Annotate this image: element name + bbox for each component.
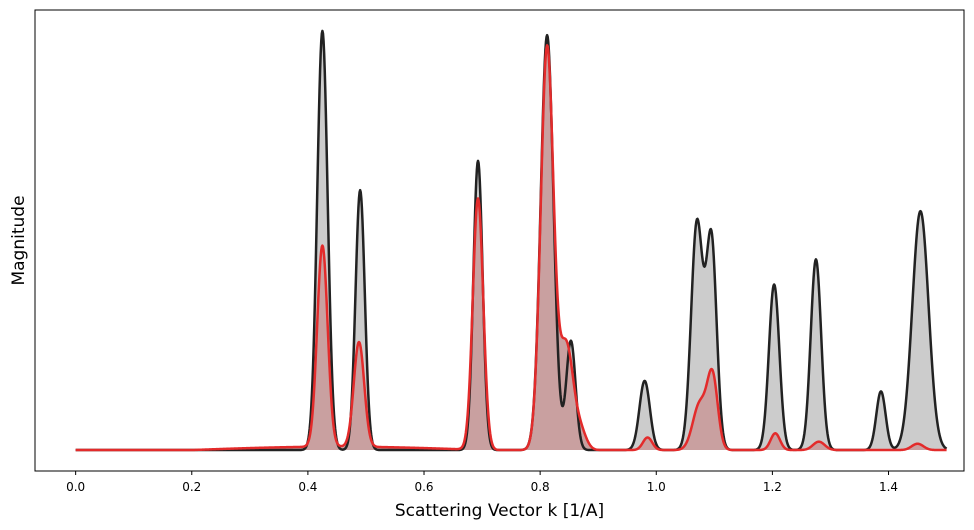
x-tick-label: 0.4 <box>298 480 317 494</box>
x-tick-label: 0.0 <box>66 480 85 494</box>
x-tick-label: 0.8 <box>531 480 550 494</box>
x-tick-label: 1.2 <box>763 480 782 494</box>
plot-frame <box>34 9 965 472</box>
x-axis-label: Scattering Vector k [1/A] <box>395 501 604 521</box>
x-tick-label: 0.6 <box>414 480 433 494</box>
y-axis-label: Magnitude <box>9 195 29 285</box>
series-1-line <box>74 44 948 452</box>
x-tick-label: 0.2 <box>182 480 201 494</box>
series-0-area <box>75 30 947 451</box>
x-tick-label: 1.4 <box>879 480 898 494</box>
x-tick-label: 1.0 <box>647 480 666 494</box>
